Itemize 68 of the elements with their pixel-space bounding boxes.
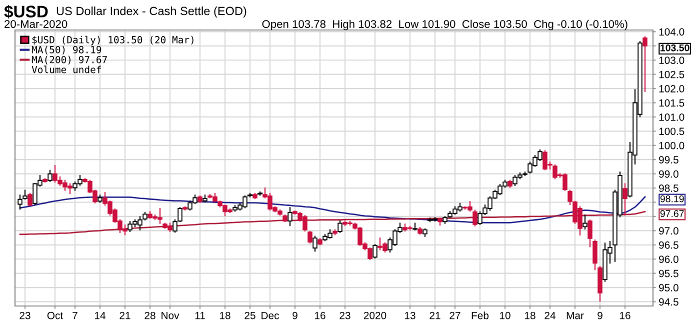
y-tick-label: 95.0	[659, 284, 678, 292]
candlestick	[18, 194, 22, 210]
legend-label: MA(200) 97.67	[32, 56, 107, 64]
x-tick-label: Feb	[472, 312, 489, 320]
y-tick-label: 97.0	[659, 227, 678, 235]
candlestick	[412, 222, 418, 230]
y-tick-label: 96.0	[659, 256, 678, 263]
candlestick	[592, 240, 598, 270]
x-tick-label: 16	[315, 312, 326, 320]
x-tick-label: 9	[598, 312, 602, 320]
x-tick-label: 18	[220, 312, 230, 320]
x-tick-label: 18	[525, 312, 536, 320]
x-tick-label: 28	[144, 312, 156, 320]
x-tick-label: 2020	[364, 312, 386, 320]
y-tick-label: 99.0	[659, 170, 678, 178]
x-tick-label: Dec	[262, 312, 279, 320]
y-tick-label: 99.5	[659, 156, 678, 164]
candlestick	[308, 230, 312, 244]
text: 98.19	[660, 195, 684, 202]
y-tick-label: 94.5	[659, 298, 678, 306]
x-tick-label: 13	[405, 312, 416, 320]
x-tick-label: 23	[340, 312, 350, 320]
y-tick-label: 101.5	[659, 99, 684, 107]
x-tick-label: Mar	[566, 312, 584, 320]
chart-title: $USD	[4, 4, 48, 19]
x-tick-label: 21	[430, 312, 440, 320]
legend-label: MA(50) 98.19	[32, 46, 102, 54]
text: 97.67	[660, 210, 684, 218]
candlestick	[288, 207, 292, 226]
x-tick-label: 24	[544, 312, 556, 320]
candlestick	[312, 236, 318, 252]
x-tick-label: 9	[292, 312, 298, 320]
y-tick-label: 102.0	[659, 85, 684, 92]
candlestick	[582, 214, 588, 230]
candlestick	[642, 36, 648, 92]
y-tick-label: 104.0	[659, 28, 684, 36]
candlestick	[472, 210, 478, 226]
candlestick	[338, 220, 342, 233]
y-tick-label: 100.0	[659, 142, 684, 150]
x-tick-label: 23	[20, 312, 30, 320]
y-tick-label: 102.5	[659, 70, 684, 78]
x-tick-label: 21	[120, 312, 130, 320]
y-tick-label: 101.0	[659, 113, 684, 121]
y-tick-label: 103.0	[659, 56, 684, 64]
y-tick-label: 95.5	[659, 270, 678, 278]
x-tick-label: Nov	[162, 312, 180, 320]
x-tick-label: 25	[244, 312, 256, 320]
candlestick	[48, 170, 52, 182]
text: 103.50	[660, 44, 690, 52]
annotation: Open 103.78 High 103.82 Low 101.90 Close 103.50 Chg -0.10 (-0.10%)	[262, 20, 628, 30]
candlestick	[372, 244, 378, 259]
x-tick-label: 10	[500, 312, 510, 320]
candlestick	[28, 192, 32, 206]
candlestick	[622, 183, 628, 216]
x-tick-label: 14	[95, 312, 106, 320]
annotation: Volume undef	[32, 66, 101, 74]
x-tick-label: 7	[72, 312, 78, 320]
x-tick-label: 27	[450, 312, 460, 320]
text: 20-Mar-2020	[4, 20, 68, 28]
legend-label: $USD (Daily) 103.50 (20 Mar)	[32, 36, 194, 46]
y-tick-label: 100.5	[659, 128, 684, 136]
x-tick-label: Oct	[47, 312, 64, 320]
x-tick-label: 16	[620, 312, 630, 320]
y-tick-label: 96.5	[659, 241, 678, 249]
x-tick-label: 11	[195, 312, 205, 320]
y-tick-label: 98.5	[659, 184, 678, 192]
chart-subtitle: US Dollar Index - Cash Settle (EOD)	[56, 6, 246, 18]
candlestick	[588, 220, 592, 248]
